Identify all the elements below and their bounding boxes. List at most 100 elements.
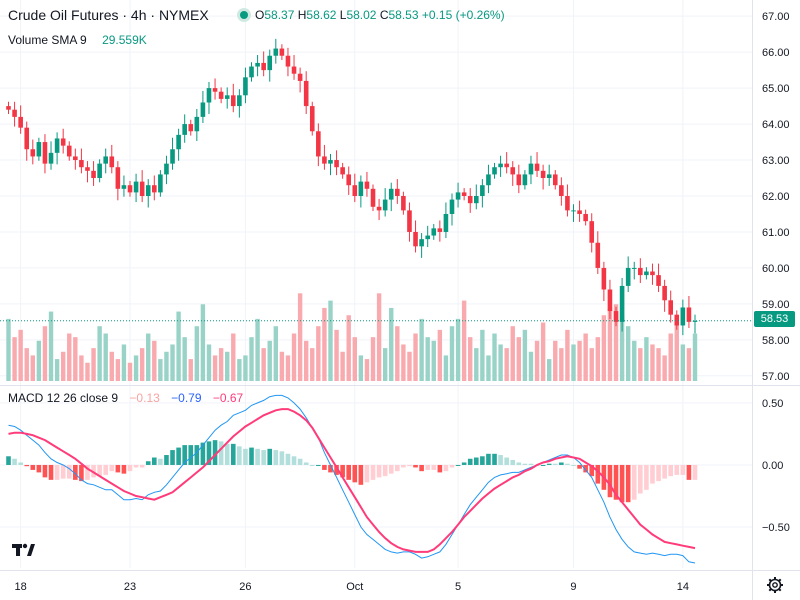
volume-bar	[164, 351, 169, 381]
candle-body	[540, 170, 546, 179]
macd-hist-bar	[273, 450, 279, 465]
macd-hist-bar	[401, 464, 406, 468]
volume-bar	[486, 355, 491, 381]
candle-body	[559, 185, 564, 196]
symbol-title[interactable]: Crude Oil Futures · 4h · NYMEX	[8, 7, 209, 23]
macd-hist-bar	[145, 461, 151, 465]
macd-hist-bar	[473, 457, 479, 465]
candle-body	[291, 66, 297, 74]
volume-bar	[218, 348, 224, 381]
price-axis-tick-label: 60.00	[762, 263, 790, 275]
volume-bar	[662, 355, 667, 381]
candle-body	[115, 167, 121, 189]
volume-bar	[431, 340, 436, 381]
candle-body	[273, 48, 279, 56]
candle-body	[133, 181, 139, 193]
candle-body	[656, 275, 661, 286]
volume-bar	[468, 337, 473, 381]
macd-hist-bar	[303, 462, 309, 465]
candle-body	[644, 271, 649, 276]
macd-hist-bar	[6, 456, 11, 465]
volume-bar	[601, 315, 607, 381]
price-axis-tick-label: 63.00	[762, 155, 790, 167]
volume-bar	[212, 355, 218, 381]
volume-bar	[158, 359, 163, 381]
candle-body	[121, 185, 127, 189]
volume-bar	[553, 340, 558, 381]
volume-bar	[346, 315, 351, 381]
macd-hist-bar	[528, 463, 534, 465]
candle-body	[534, 163, 540, 171]
candle-body	[340, 167, 345, 175]
volume-bar	[36, 340, 42, 381]
volume-bar	[42, 326, 48, 381]
candle-body	[413, 231, 418, 247]
candle-body	[480, 185, 485, 196]
volume-bar	[12, 337, 17, 381]
macd-hist-bar	[309, 464, 315, 466]
volume-bar	[127, 362, 133, 381]
macd-hist-bar	[279, 451, 285, 465]
candle-body	[382, 199, 388, 211]
price-axis-tick-label: 66.00	[762, 47, 790, 59]
macd-hist-bar	[297, 458, 303, 465]
macd-hist-bar	[115, 464, 121, 473]
candle-body	[267, 55, 273, 71]
candle-body	[498, 163, 503, 168]
macd-hist-bar	[255, 448, 260, 465]
volume-bar	[364, 359, 370, 381]
macd-hist-bar	[73, 464, 78, 480]
candle-body	[12, 109, 17, 117]
volume-legend[interactable]: Volume SMA 9 29.559K	[8, 33, 147, 47]
macd-hist-bar	[12, 458, 17, 465]
price-axis-tick-label: 67.00	[762, 11, 790, 23]
macd-hist-bar	[498, 455, 503, 465]
macd-hist-bar	[79, 464, 84, 482]
volume-bar	[413, 333, 418, 381]
macd-hist-bar	[158, 458, 163, 465]
volume-bar	[528, 351, 534, 381]
price-axis-tick-label: 58.00	[762, 335, 790, 347]
volume-bar	[674, 322, 679, 381]
volume-bar	[225, 351, 230, 381]
volume-bar	[115, 359, 121, 381]
candle-body	[91, 170, 96, 179]
volume-bar	[60, 351, 66, 381]
macd-hist-bar	[644, 464, 649, 490]
macd-hist-bar	[243, 448, 248, 465]
macd-hist-bar	[164, 455, 169, 465]
macd-hist-bar	[431, 464, 437, 470]
candle-body	[139, 181, 145, 196]
candle-body	[194, 116, 200, 132]
macd-hist-bar	[334, 464, 339, 475]
volume-bar	[91, 348, 96, 381]
macd-hist-bar	[376, 464, 382, 478]
volume-bar	[668, 333, 673, 381]
volume-bar	[279, 351, 285, 381]
candle-body	[297, 73, 303, 81]
macd-legend[interactable]: MACD 12 26 close 9 −0.13 −0.79 −0.67	[8, 391, 243, 405]
macd-hist-bar	[546, 463, 552, 465]
volume-bar	[352, 337, 357, 381]
volume-bar	[589, 348, 594, 381]
macd-hist-bar	[419, 464, 424, 472]
volume-bar	[267, 340, 272, 381]
macd-hist-bar	[382, 464, 388, 477]
volume-bar	[73, 337, 78, 381]
tradingview-logo-icon[interactable]	[10, 540, 38, 560]
candle-body	[322, 156, 327, 164]
macd-hist-bar	[328, 464, 333, 473]
candle-body	[613, 311, 619, 322]
macd-signal-value: −0.67	[212, 391, 244, 405]
volume-bar	[540, 322, 546, 381]
time-axis-tick-label: 9	[570, 581, 576, 593]
gear-icon[interactable]	[766, 576, 784, 594]
candle-body	[443, 213, 449, 232]
volume-bar	[139, 348, 145, 381]
candle-body	[54, 138, 60, 153]
volume-bar	[176, 311, 181, 381]
candle-body	[504, 163, 509, 168]
candle-body	[36, 142, 42, 157]
candle-body	[66, 145, 72, 157]
